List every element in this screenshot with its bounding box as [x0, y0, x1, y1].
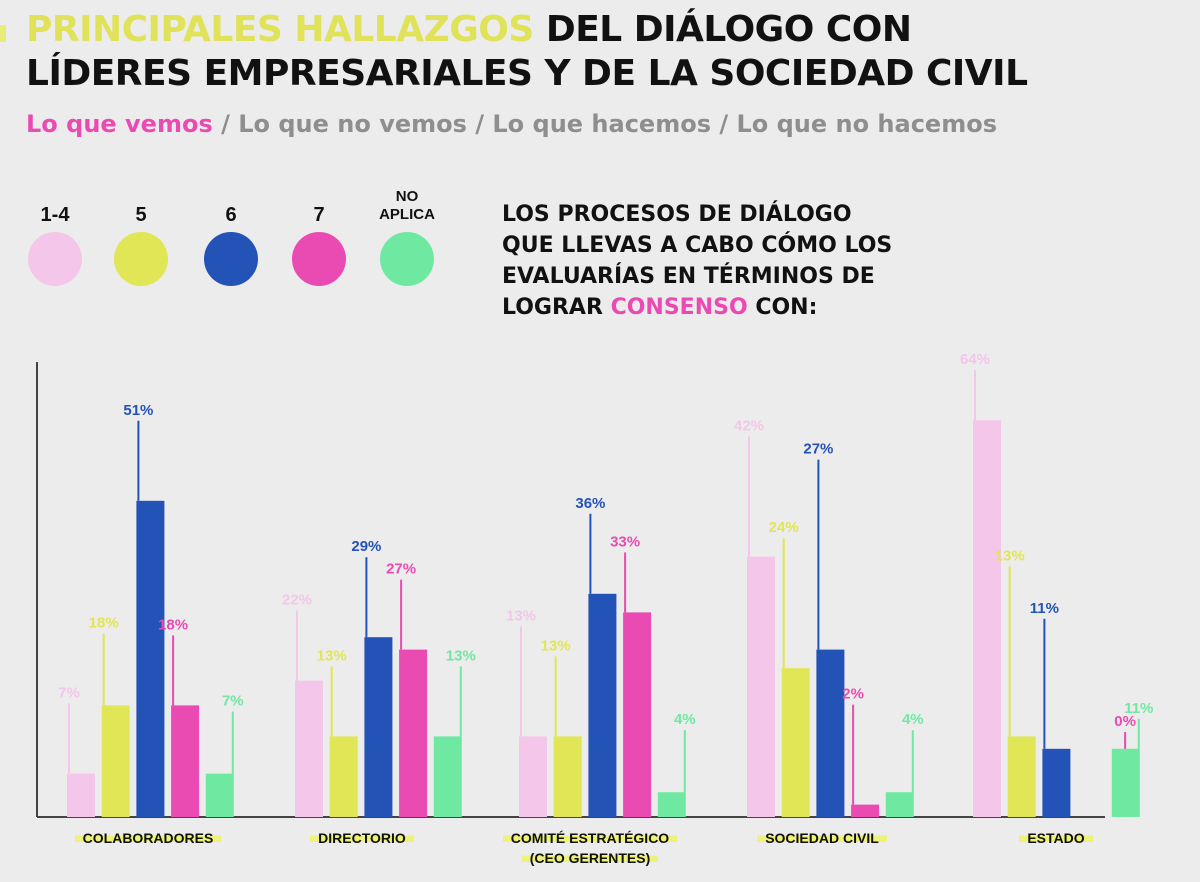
value-label: 51%: [123, 402, 153, 419]
legend-item-no-aplica: NO APLICA: [372, 180, 442, 286]
value-label: 11%: [1030, 600, 1059, 617]
value-label: 13%: [446, 647, 476, 664]
legend-item-1-4: 1-4: [20, 180, 90, 286]
question-highlight: CONSENSO: [610, 295, 748, 320]
value-label: 27%: [386, 561, 416, 578]
bar-5-4: [1007, 736, 1036, 817]
value-label: 18%: [158, 616, 188, 633]
value-label: 4%: [902, 711, 924, 728]
legend-label: 7: [313, 204, 325, 226]
value-label: 2%: [842, 686, 864, 703]
question-line: LOGRAR CONSENSO CON:: [502, 292, 892, 323]
value-label: 13%: [995, 547, 1025, 564]
category-label-text: (CEO GERENTES): [521, 850, 659, 866]
question-line: QUE LLEVAS A CABO CÓMO LOS: [502, 233, 893, 258]
legend-swatch: [28, 232, 82, 286]
bar-no-aplica-4: [1111, 748, 1140, 817]
title-accent-mark: [0, 25, 6, 42]
legend-item-5: 5: [106, 180, 176, 286]
legend-label: 5: [135, 204, 147, 226]
subtitle-other-sections: / Lo que no vemos / Lo que hacemos / Lo …: [212, 110, 997, 138]
subtitle-nav: Lo que vemos / Lo que no vemos / Lo que …: [26, 110, 997, 138]
category-label: ESTADO: [946, 828, 1166, 848]
question-line: LOS PROCESOS DE DIÁLOGO: [502, 202, 852, 227]
value-label: 0%: [1114, 713, 1136, 730]
legend-item-6: 6: [196, 180, 266, 286]
subtitle-active-section: Lo que vemos: [26, 110, 213, 138]
legend-label-line1: NO: [395, 188, 419, 205]
bar-1-4-1: [295, 680, 323, 817]
bar-5-3: [781, 668, 810, 817]
category-label-text: ESTADO: [1019, 830, 1093, 846]
question-text: LOGRAR: [502, 295, 611, 320]
category-label: SOCIEDAD CIVIL: [712, 828, 932, 848]
title-line1-rest: DEL DIÁLOGO CON: [533, 9, 912, 50]
bar-6-1: [364, 637, 393, 817]
bar-no-aplica-1: [433, 736, 462, 817]
bar-1-4-2: [519, 736, 547, 817]
value-label: 36%: [575, 495, 605, 512]
bar-6-2: [588, 593, 617, 817]
legend-label: 1-4: [40, 204, 70, 226]
category-label: COMITÉ ESTRATÉGICO (CEO GERENTES): [480, 828, 700, 868]
value-label: 42%: [734, 418, 764, 435]
bar-1-4-4: [973, 420, 1001, 817]
question-line: EVALUARÍAS EN TÉRMINOS DE: [502, 264, 875, 289]
bar-1-4-3: [747, 556, 775, 817]
value-label: 27%: [803, 441, 833, 458]
bar-no-aplica-3: [885, 792, 914, 817]
legend-label: NO APLICA: [372, 180, 442, 224]
value-label: 7%: [58, 685, 80, 702]
value-label: 4%: [674, 711, 696, 728]
bar-6-3: [816, 649, 845, 817]
value-label: 24%: [769, 519, 799, 536]
legend-label: 6: [225, 204, 237, 226]
chart-question: LOS PROCESOS DE DIÁLOGO QUE LLEVAS A CAB…: [502, 199, 892, 323]
bar-5-2: [553, 736, 582, 817]
category-label: COLABORADORES: [38, 828, 258, 848]
bar-5-1: [329, 736, 358, 817]
value-label: 33%: [610, 533, 640, 550]
bar-7-1: [399, 649, 428, 817]
value-label: 11%: [1124, 700, 1153, 717]
value-label: 13%: [506, 607, 536, 624]
legend-swatch: [114, 232, 168, 286]
legend-item-7: 7: [284, 180, 354, 286]
value-label: 13%: [541, 637, 571, 654]
bar-no-aplica-0: [205, 773, 234, 817]
bar-6-4: [1042, 748, 1071, 817]
value-label: 13%: [317, 647, 347, 664]
question-text: CON:: [747, 295, 818, 320]
category-label: DIRECTORIO: [252, 828, 472, 848]
bar-no-aplica-2: [657, 792, 686, 817]
value-label: 18%: [89, 614, 119, 631]
value-label: 7%: [222, 693, 244, 710]
title-line2: LÍDERES EMPRESARIALES Y DE LA SOCIEDAD C…: [26, 53, 1028, 94]
category-label-text: COLABORADORES: [74, 830, 222, 846]
legend-swatch: [292, 232, 346, 286]
value-label: 64%: [960, 351, 990, 368]
category-label-text: COMITÉ ESTRATÉGICO: [502, 830, 678, 846]
bar-5-0: [101, 705, 130, 817]
bar-1-4-0: [67, 773, 95, 817]
page-title: PRINCIPALES HALLAZGOS DEL DIÁLOGO CON LÍ…: [26, 8, 1028, 96]
title-highlight: PRINCIPALES HALLAZGOS: [26, 9, 534, 50]
legend-swatch: [204, 232, 258, 286]
category-label-text: SOCIEDAD CIVIL: [757, 830, 887, 846]
bar-7-2: [623, 612, 652, 817]
bar-6-0: [136, 500, 165, 817]
value-label: 22%: [282, 592, 312, 609]
category-label-text: DIRECTORIO: [310, 830, 414, 846]
legend-label-line2: APLICA: [379, 206, 435, 223]
legend-swatch: [380, 232, 434, 286]
bar-7-0: [171, 705, 200, 817]
bar-7-3: [851, 804, 880, 817]
value-label: 29%: [351, 538, 381, 555]
